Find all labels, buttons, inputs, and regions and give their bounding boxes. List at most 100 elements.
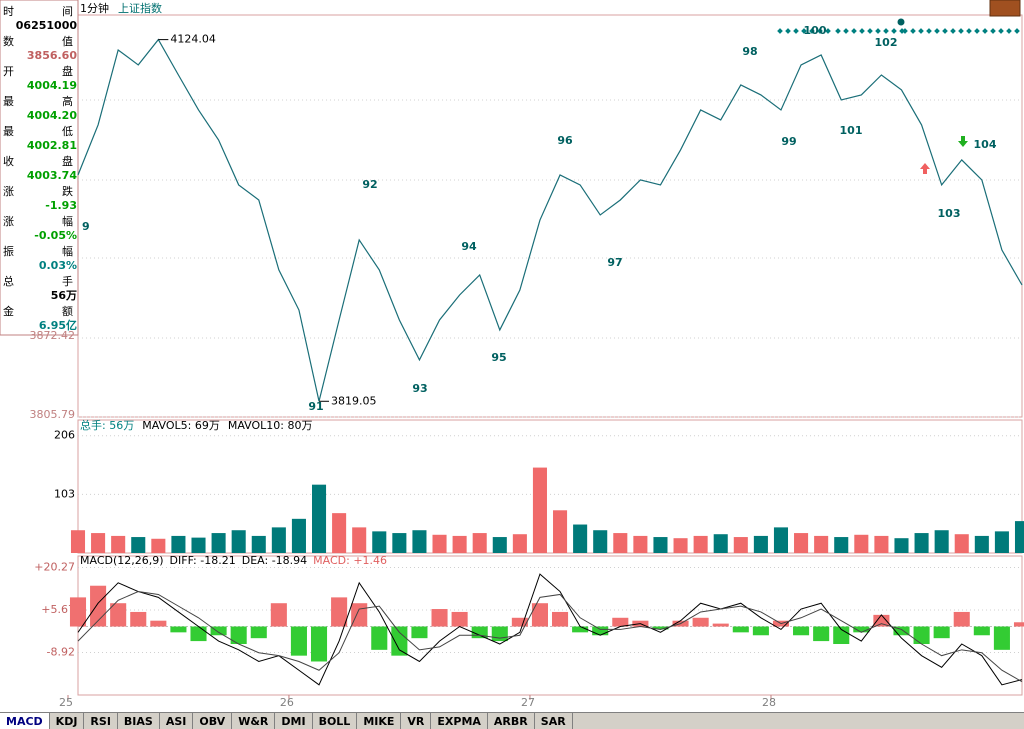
info-value: 56万 [51,289,77,302]
macd-bar [190,626,207,642]
indicator-tab[interactable]: MIKE [357,713,402,729]
marker-dot [998,28,1004,34]
marker-dot [785,28,791,34]
marker-dot [942,28,948,34]
macd-bar [793,626,810,636]
volume-bar [914,533,929,553]
x-tick-label: 28 [762,696,776,709]
volume-bar [794,533,809,553]
marker-dot [867,28,873,34]
info-label: 值 [62,35,73,48]
volume-bar [753,535,768,553]
y-tick-label: 206 [54,429,75,442]
macd-bar [210,626,227,636]
macd-bar [833,626,850,645]
info-label: 盘 [62,154,73,168]
indicator-tab[interactable]: ASI [160,713,194,729]
indicator-tab[interactable]: RSI [84,713,118,729]
indicator-tab[interactable]: EXPMA [431,713,488,729]
volume-bar [271,527,286,553]
macd-bar [150,620,167,627]
volume-bar [131,537,146,553]
info-label: 涨 [3,185,14,198]
volume-bar [633,535,648,553]
wave-label: 9 [82,220,90,233]
volume-bar [673,538,688,553]
info-value: 4003.74 [27,169,77,182]
volume-bar [994,531,1009,553]
volume-bar [332,513,347,553]
volume-bar [974,535,989,553]
indicator-tab[interactable]: BOLL [313,713,358,729]
info-value: 4004.19 [27,79,77,92]
volume-bar [814,535,829,553]
volume-bar [553,510,568,553]
info-label: 最 [3,125,14,138]
wave-label: 93 [412,382,427,395]
indicator-tab[interactable]: BIAS [118,713,160,729]
volume-bar [934,530,949,553]
macd-bar [712,623,729,627]
info-panel [0,0,79,336]
volume-legend: MAVOL10: 80万 [228,419,313,432]
indicator-tabs: MACD KDJ RSI BIAS ASI OBV W&R DMI BOLL MIKE VR EXPM… [0,712,1024,729]
marker-dot [1014,28,1020,34]
macd-bar [973,626,990,636]
info-label: 开 [3,65,14,78]
indicator-tab[interactable]: SAR [535,713,573,729]
volume-bar [191,537,206,553]
marker-dot [777,28,783,34]
macd-bar [552,611,569,627]
x-tick-label: 26 [280,696,294,709]
volume-bar [773,527,789,553]
macd-bar [471,626,488,639]
y-tick-label: +20.27 [34,560,75,573]
marker-dot [990,28,996,34]
wave-label: 102 [875,36,898,49]
indicator-tab[interactable]: KDJ [50,713,85,729]
macd-bar [69,597,87,627]
volume-bar [231,530,246,553]
volume-bar [171,535,186,553]
info-value: -1.93 [45,199,77,212]
indicator-tab[interactable]: ARBR [488,713,535,729]
macd-bar [391,626,408,656]
indicator-tab[interactable]: DMI [275,713,313,729]
volume-bar [713,534,728,553]
volume-bar [653,537,668,553]
volume-legend: MAVOL5: 69万 [142,419,220,432]
volume-bar [733,537,748,553]
macd-legend: DIFF: -18.21 [170,554,236,567]
macd-bar [813,626,830,642]
macd-bar [692,617,709,627]
volume-bar [492,537,507,553]
marker-dot [793,28,799,34]
volume-bar [452,535,467,553]
wave-label: 98 [742,45,757,58]
macd-bar [130,611,147,627]
down-arrow [958,136,968,147]
indicator-tab[interactable]: OBV [193,713,233,729]
indicator-tab[interactable]: W&R [232,713,276,729]
indicator-tab[interactable]: VR [401,713,432,729]
macd-bar [170,626,187,633]
volume-bar [291,518,306,553]
macd-bar [612,617,629,627]
volume-bar [693,535,708,553]
y-tick-label: 3805.79 [30,408,76,421]
wave-label: 95 [491,351,506,364]
wave-label: 104 [974,138,997,151]
marker-dot [891,28,897,34]
price-line [77,38,1023,402]
macd-bar [732,626,749,633]
macd-legend: DEA: -18.94 [242,554,307,567]
marker-dot [809,28,815,34]
macd-bar [853,626,870,633]
marker-dot [825,28,831,34]
indicator-tab[interactable]: MACD [0,713,50,729]
wave-label: 91 [308,400,323,413]
macd-legend: MACD(12,26,9) [80,554,164,567]
macd-bar [893,626,910,636]
volume-bar [91,533,106,553]
